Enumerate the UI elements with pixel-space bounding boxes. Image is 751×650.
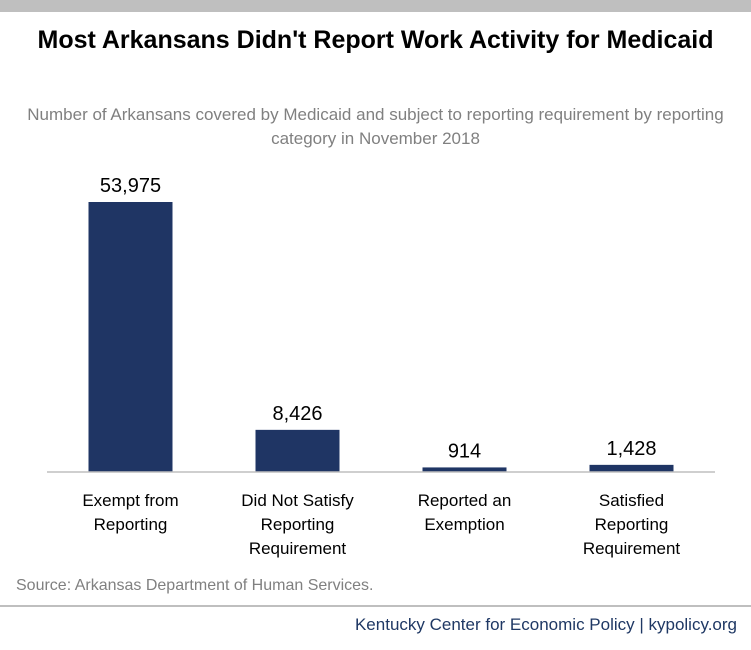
footer-credit: Kentucky Center for Economic Policy | ky… bbox=[354, 615, 737, 634]
x-tick-label: Reporting bbox=[94, 515, 168, 534]
x-tick-label: Reporting bbox=[595, 515, 669, 534]
footer-rule bbox=[0, 605, 751, 607]
x-tick-label: Reporting bbox=[261, 515, 335, 534]
chart-subtitle: Number of Arkansans covered by Medicaid … bbox=[27, 105, 724, 148]
x-tick-label: Satisfied bbox=[599, 491, 664, 510]
top-bar bbox=[0, 0, 751, 12]
x-tick-label: Did Not Satisfy bbox=[241, 491, 354, 510]
chart: 53,975 Exempt from Reporting 8,426 Did Not S… bbox=[47, 175, 715, 558]
source-note: Source: Arkansas Department of Human Ser… bbox=[16, 577, 374, 594]
value-label: 8,426 bbox=[272, 403, 322, 425]
x-tick-label: Requirement bbox=[583, 539, 681, 558]
bar bbox=[255, 429, 340, 472]
bar bbox=[88, 202, 173, 472]
x-tick-label: Exempt from bbox=[82, 491, 178, 510]
value-label: 53,975 bbox=[100, 175, 161, 197]
value-label: 914 bbox=[448, 440, 481, 462]
bar bbox=[589, 464, 674, 472]
value-label: 1,428 bbox=[606, 438, 656, 460]
x-tick-label: Requirement bbox=[249, 539, 347, 558]
x-tick-label: Reported an bbox=[418, 491, 512, 510]
x-tick-label: Exemption bbox=[424, 515, 504, 534]
chart-title: Most Arkansans Didn't Report Work Activi… bbox=[37, 26, 714, 54]
bar bbox=[422, 467, 507, 472]
